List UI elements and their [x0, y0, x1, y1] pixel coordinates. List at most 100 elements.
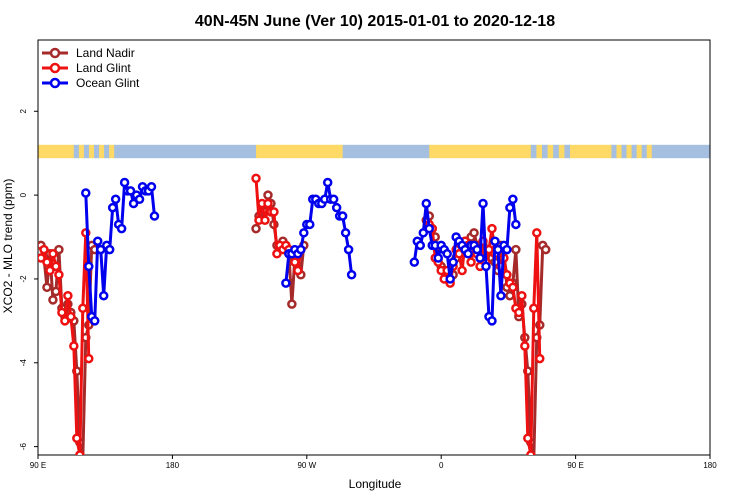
data-point	[89, 316, 100, 326]
strip-segment	[611, 144, 617, 159]
data-point	[415, 240, 426, 251]
y-tick-label: 2	[19, 108, 28, 113]
data-point	[466, 257, 476, 267]
data-point	[328, 194, 339, 205]
strip-segment	[429, 144, 532, 159]
y-tick-label: 0	[19, 192, 28, 197]
x-tick-label: 0	[439, 461, 444, 470]
data-point	[57, 307, 67, 318]
data-point	[149, 211, 160, 221]
data-point	[343, 244, 354, 255]
data-point	[84, 353, 94, 364]
strip-segment	[542, 144, 549, 159]
data-point	[409, 257, 420, 267]
data-point	[81, 188, 91, 198]
data-point	[490, 236, 500, 246]
strip-segment	[641, 144, 648, 159]
y-tick-label: -6	[19, 443, 28, 451]
axes: 90 E 180 90 W 0 90 E 180 2 0 -2 -4 -6	[19, 39, 717, 470]
series-ocean-glint	[81, 177, 521, 326]
data-point	[263, 198, 273, 209]
data-point	[78, 303, 88, 314]
strip-segment	[256, 144, 344, 159]
data-point	[299, 228, 309, 238]
strip-segment	[621, 144, 628, 159]
y-tick-label: -2	[19, 275, 28, 283]
strip-segment	[547, 144, 554, 159]
data-point	[511, 244, 521, 255]
data-point	[517, 290, 527, 301]
data-point	[51, 286, 61, 297]
data-point	[42, 257, 52, 267]
data-point	[251, 173, 261, 184]
data-point	[60, 316, 70, 326]
data-point	[472, 244, 482, 255]
x-tick-label: 90 E	[567, 461, 583, 470]
data-point	[346, 269, 357, 280]
data-point	[514, 307, 524, 318]
strip-segment	[631, 144, 638, 159]
data-point	[469, 228, 479, 238]
strip-segment	[536, 144, 543, 159]
data-point	[110, 194, 121, 205]
chart-title: 40N-45N June (Ver 10) 2015-01-01 to 2020…	[195, 13, 555, 30]
data-point	[511, 219, 521, 230]
strip-segment	[636, 144, 643, 159]
data-point	[535, 353, 545, 364]
data-point	[80, 454, 86, 455]
data-point	[272, 249, 282, 259]
strip-segment	[73, 144, 80, 159]
data-point	[331, 202, 342, 213]
data-point	[532, 228, 542, 238]
data-point	[418, 228, 429, 238]
y-axis-label: XCO2 - MLO trend (ppm)	[1, 179, 15, 314]
data-point	[48, 295, 58, 305]
strip-segment	[553, 144, 560, 159]
plot-frame	[37, 39, 711, 456]
data-point	[293, 265, 303, 276]
data-point	[540, 244, 551, 255]
x-tick-label: 90 E	[30, 461, 46, 470]
strip-segment	[626, 144, 633, 159]
strip-segment	[616, 144, 623, 159]
data-point	[290, 257, 300, 267]
data-point	[457, 265, 467, 276]
data-point	[463, 249, 473, 259]
legend-marker	[49, 47, 61, 59]
data-point	[281, 278, 291, 288]
data-point	[481, 261, 491, 272]
data-point	[69, 341, 79, 351]
strip-segment	[575, 144, 612, 159]
strip-segment	[342, 144, 430, 159]
data-point	[502, 244, 512, 255]
data-point	[529, 303, 539, 314]
strip-segment	[646, 144, 653, 159]
data-point	[475, 253, 485, 263]
legend-label: Land Glint	[76, 61, 131, 75]
strip-segment	[99, 144, 105, 159]
data-point	[45, 265, 55, 276]
data-point	[107, 202, 118, 213]
data-point	[337, 211, 348, 221]
strip-segment	[94, 144, 100, 159]
series-line	[84, 181, 156, 323]
data-point	[340, 228, 351, 238]
data-point	[146, 181, 157, 192]
data-point	[125, 186, 136, 196]
data-point	[39, 244, 49, 255]
data-point	[269, 207, 279, 217]
data-point	[116, 223, 127, 234]
data-point	[531, 454, 537, 455]
data-point	[287, 299, 297, 309]
strip-segment	[88, 144, 95, 159]
strip-segment	[530, 144, 537, 159]
strip-segment	[78, 144, 85, 159]
strip-segment	[558, 144, 565, 159]
legend-marker	[49, 62, 61, 74]
legend-label: Land Nadir	[76, 46, 135, 60]
strip-segment	[114, 144, 257, 159]
data-point	[63, 290, 73, 301]
data-point	[92, 236, 103, 246]
data-point	[104, 244, 115, 255]
data-point	[322, 177, 333, 188]
